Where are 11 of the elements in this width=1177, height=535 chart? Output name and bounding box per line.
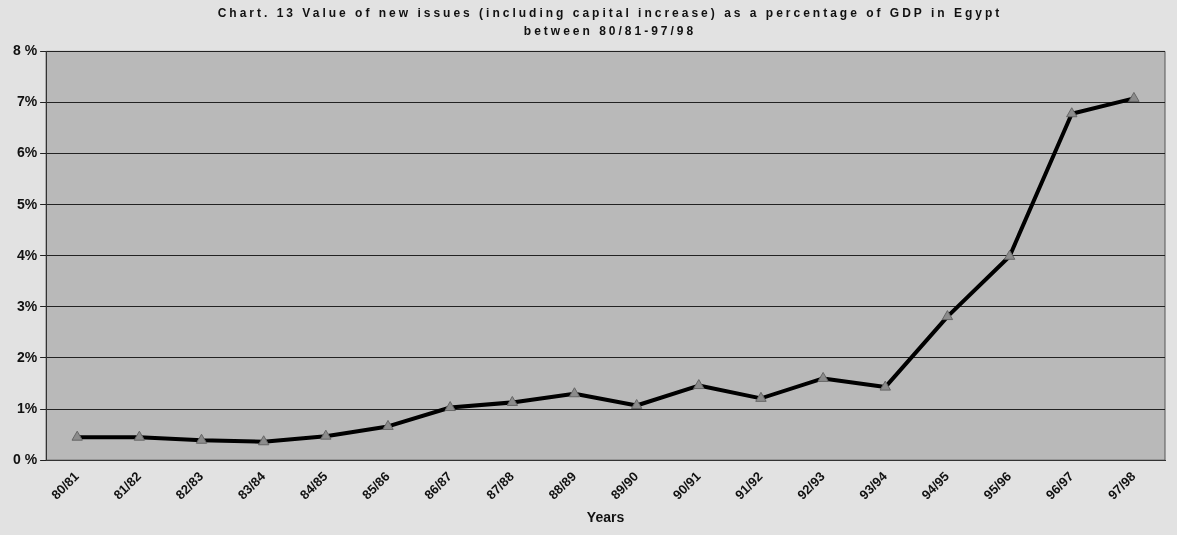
y-tick-label: 5% <box>16 195 38 212</box>
y-tick-label: 8 % <box>13 42 38 59</box>
y-tick-label: 0 % <box>13 451 38 468</box>
chart-title: Chart. 13 Value of new issues (including capital increase) as a percentage of GDP in Egypt between 80/81-97/98 <box>216 5 1004 40</box>
y-tick-label: 6% <box>16 144 38 161</box>
y-tick-label: 2% <box>16 348 38 365</box>
y-tick-label: 3% <box>16 297 38 314</box>
y-tick-label: 1% <box>16 399 38 416</box>
y-tick-label: 7% <box>16 93 38 110</box>
x-axis-title: Years <box>586 509 625 526</box>
y-tick-label: 4% <box>16 246 38 263</box>
